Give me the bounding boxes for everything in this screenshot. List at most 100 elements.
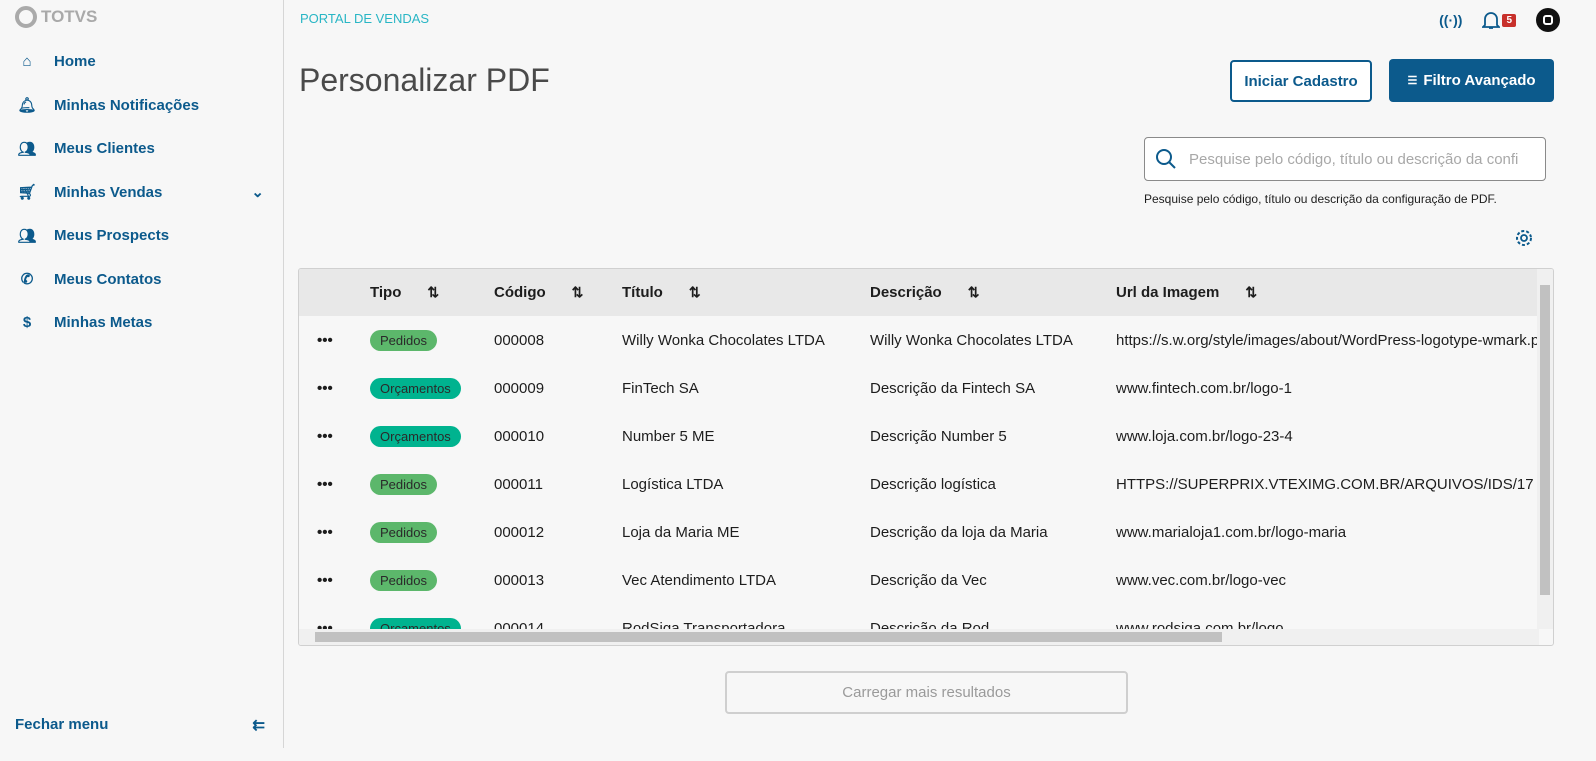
cell-descricao: Descrição da Fintech SA xyxy=(870,379,1036,397)
gear-icon[interactable] xyxy=(1514,228,1534,248)
sidebar-item-minhas-notificações[interactable]: 🔔︎ Minhas Notificações xyxy=(0,84,284,128)
sort-icon[interactable]: ⇅ xyxy=(688,284,701,300)
dollar-icon: $ xyxy=(22,314,32,332)
row-actions-icon[interactable]: ••• xyxy=(317,571,333,589)
cell-url: www.vec.com.br/logo-vec xyxy=(1116,571,1287,589)
cell-codigo: 000012 xyxy=(494,523,545,541)
sidebar-item-label: Minhas Notificações xyxy=(54,96,200,114)
column-label: Url da Imagem xyxy=(1116,284,1220,301)
column-header[interactable]: Tipo ⇅ xyxy=(370,284,439,301)
cell-titulo: Loja da Maria ME xyxy=(622,523,740,541)
cell-url: https://s.w.org/style/images/about/WordP… xyxy=(1116,331,1554,349)
bell-icon: 🔔︎ xyxy=(17,97,37,115)
cell-url: HTTPS://SUPERPRIX.VTEXIMG.COM.BR/ARQUIVO… xyxy=(1116,475,1534,493)
home-icon: ⌂ xyxy=(22,53,32,71)
sort-icon[interactable]: ⇅ xyxy=(427,284,440,300)
sidebar-item-meus-contatos[interactable]: ✆ Meus Contatos xyxy=(0,258,284,302)
column-header[interactable]: Url da Imagem ⇅ xyxy=(1116,284,1257,301)
page-title: Personalizar PDF xyxy=(299,62,550,98)
broadcast-icon[interactable]: ((·)) xyxy=(1439,12,1463,28)
search-field xyxy=(1144,137,1546,181)
search-help-text: Pesquise pelo código, título ou descriçã… xyxy=(1144,192,1497,206)
top-icons: ((·)) 5 xyxy=(1439,8,1560,32)
cell-titulo: Vec Atendimento LTDA xyxy=(622,571,776,589)
sort-icon[interactable]: ⇅ xyxy=(571,284,584,300)
sidebar-item-label: Minhas Metas xyxy=(54,314,153,332)
row-actions-icon[interactable]: ••• xyxy=(317,379,333,397)
type-badge: Orçamentos xyxy=(370,377,461,399)
row-actions-icon[interactable]: ••• xyxy=(317,475,333,493)
cell-codigo: 000010 xyxy=(494,427,545,445)
logo-text: TOTVS xyxy=(41,7,98,26)
pdf-config-table: Tipo ⇅ Código ⇅ Título ⇅ Descrição ⇅ Url da Imag… xyxy=(298,268,1554,646)
table-row[interactable]: ••• Pedidos 000013 Vec Atendimento LTDA Desc… xyxy=(299,556,1553,604)
table-row[interactable]: ••• Pedidos 000011 Logística LTDA Descrição … xyxy=(299,460,1553,508)
table-row[interactable]: ••• Orçamentos 000010 Number 5 ME Descrição … xyxy=(299,412,1553,460)
notifications-button[interactable]: 5 xyxy=(1482,10,1516,30)
advanced-filter-label: Filtro Avançado xyxy=(1423,72,1536,89)
cell-url: www.marialoja1.com.br/logo-maria xyxy=(1116,523,1347,541)
close-menu-label: Fechar menu xyxy=(15,716,109,733)
type-badge: Pedidos xyxy=(370,473,437,495)
table-body: ••• Pedidos 000008 Willy Wonka Chocolates L… xyxy=(299,316,1553,645)
sidebar-item-minhas-metas[interactable]: $ Minhas Metas xyxy=(0,301,284,345)
sort-icon[interactable]: ⇅ xyxy=(967,284,980,300)
table-row[interactable]: ••• Pedidos 000008 Willy Wonka Chocolates L… xyxy=(299,316,1553,364)
user-avatar[interactable] xyxy=(1536,8,1560,32)
type-badge: Orçamentos xyxy=(370,425,461,447)
cell-codigo: 000013 xyxy=(494,571,545,589)
type-badge: Pedidos xyxy=(370,569,437,591)
cell-descricao: Descrição da loja da Maria xyxy=(870,523,1048,541)
users-icon: 👥︎ xyxy=(17,140,37,158)
notification-count: 5 xyxy=(1502,13,1516,27)
advanced-filter-button[interactable]: ☰ Filtro Avançado xyxy=(1389,59,1554,102)
row-actions-icon[interactable]: ••• xyxy=(317,523,333,541)
totvs-logo: TOTVS xyxy=(15,6,97,28)
start-registration-button[interactable]: Iniciar Cadastro xyxy=(1230,60,1372,102)
column-label: Código xyxy=(494,284,546,301)
row-actions-icon[interactable]: ••• xyxy=(317,427,333,445)
filter-icon: ☰ xyxy=(1407,75,1418,87)
sidebar-item-meus-clientes[interactable]: 👥︎ Meus Clientes xyxy=(0,127,284,171)
chevron-down-icon[interactable]: ⌄ xyxy=(251,184,264,202)
portal-title: PORTAL DE VENDAS xyxy=(300,11,430,26)
users-icon: 👥︎ xyxy=(17,227,37,245)
table-row[interactable]: ••• Pedidos 000012 Loja da Maria ME Descriçã… xyxy=(299,508,1553,556)
sidebar-item-label: Meus Prospects xyxy=(54,227,170,245)
cart-icon: 🛒︎ xyxy=(17,184,37,202)
vertical-scrollbar[interactable] xyxy=(1537,269,1553,629)
sidebar-item-label: Meus Contatos xyxy=(54,270,162,288)
close-menu-button[interactable]: Fechar menu ⇇ xyxy=(15,716,265,734)
sidebar-nav: ⌂ Home 🔔︎ Minhas Notificações 👥︎ Meus Cliente… xyxy=(0,40,284,345)
table-header: Tipo ⇅ Código ⇅ Título ⇅ Descrição ⇅ Url da Imag… xyxy=(299,269,1553,316)
type-badge: Pedidos xyxy=(370,329,437,351)
column-header[interactable]: Descrição ⇅ xyxy=(870,284,979,301)
column-header[interactable]: Título ⇅ xyxy=(622,284,701,301)
sidebar-item-label: Meus Clientes xyxy=(54,140,155,158)
column-label: Descrição xyxy=(870,284,942,301)
column-label: Título xyxy=(622,284,663,301)
search-icon xyxy=(1156,149,1176,169)
sort-icon[interactable]: ⇅ xyxy=(1245,284,1258,300)
table-row[interactable]: ••• Orçamentos 000009 FinTech SA Descrição d… xyxy=(299,364,1553,412)
cell-url: www.fintech.com.br/logo-1 xyxy=(1116,379,1292,397)
sidebar-item-meus-prospects[interactable]: 👥︎ Meus Prospects xyxy=(0,214,284,258)
cell-codigo: 000008 xyxy=(494,331,545,349)
cell-descricao: Willy Wonka Chocolates LTDA xyxy=(870,331,1073,349)
load-more-button[interactable]: Carregar mais resultados xyxy=(725,671,1128,714)
row-actions-icon[interactable]: ••• xyxy=(317,331,333,349)
search-input[interactable] xyxy=(1189,150,1519,168)
sidebar-item-label: Home xyxy=(54,53,96,71)
sidebar-item-label: Minhas Vendas xyxy=(54,183,163,201)
type-badge: Pedidos xyxy=(370,521,437,543)
cell-codigo: 000011 xyxy=(494,475,543,493)
sidebar-item-minhas-vendas[interactable]: 🛒︎ Minhas Vendas ⌄ xyxy=(0,171,284,215)
cell-descricao: Descrição logística xyxy=(870,475,996,493)
column-header[interactable]: Código ⇅ xyxy=(494,284,583,301)
cell-codigo: 000009 xyxy=(494,379,545,397)
cell-descricao: Descrição da Vec xyxy=(870,571,987,589)
sidebar-item-home[interactable]: ⌂ Home xyxy=(0,40,284,84)
horizontal-scrollbar[interactable] xyxy=(299,629,1539,645)
bell-icon xyxy=(1482,12,1501,29)
main: PORTAL DE VENDAS ((·)) 5 Personalizar PD… xyxy=(285,0,1596,761)
